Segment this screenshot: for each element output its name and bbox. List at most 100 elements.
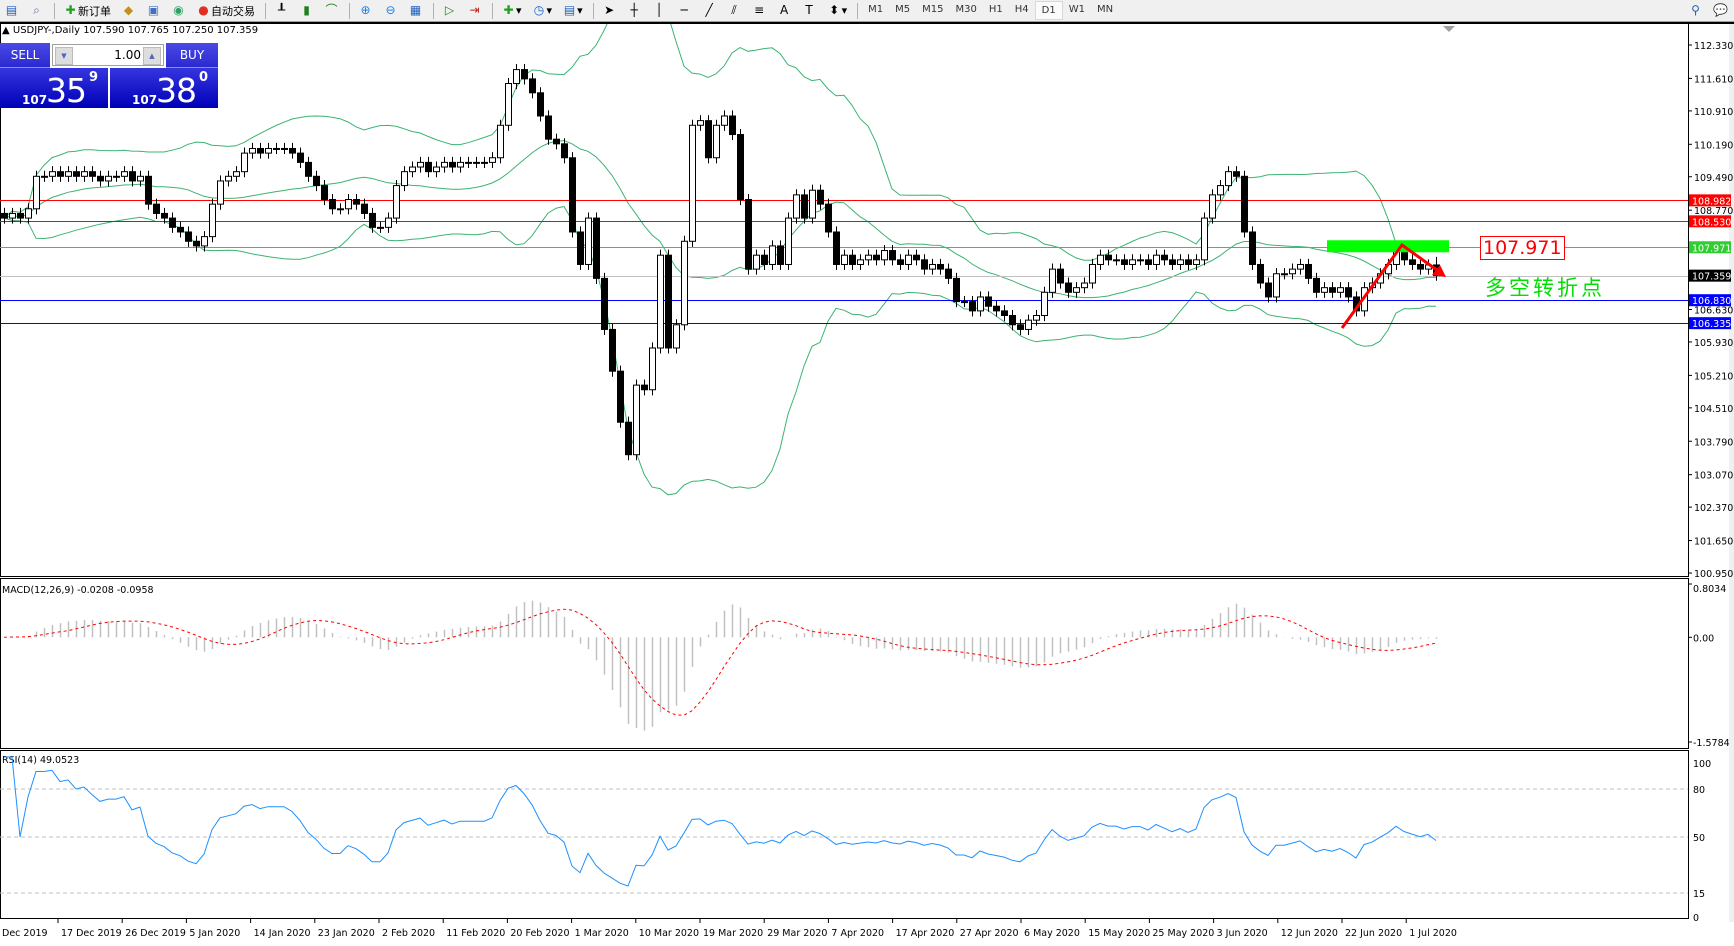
zoom-out-button[interactable]: ⊖ — [379, 1, 402, 20]
candle — [753, 249, 760, 275]
candle-body — [313, 175, 320, 187]
line-chart-button[interactable]: ⌒ — [320, 1, 343, 20]
search-button[interactable]: ⚲ — [1684, 1, 1707, 20]
chat-button[interactable]: 💬 — [1709, 1, 1732, 20]
level-price-label: 108.530 — [1692, 217, 1731, 228]
candle-body — [1409, 259, 1416, 265]
candle-body — [641, 384, 648, 391]
candle — [721, 110, 728, 131]
text-label-button[interactable]: T — [798, 1, 821, 20]
timeframe-h1[interactable]: H1 — [988, 4, 1003, 15]
equidistant-channel-button[interactable]: ⫽ — [723, 1, 746, 20]
candle — [553, 133, 560, 150]
candle-body — [409, 166, 416, 173]
separator — [492, 2, 493, 19]
price-tick-label: 108.770 — [1694, 206, 1733, 217]
navigator-button[interactable]: ▣ — [142, 1, 165, 20]
bar-chart-button[interactable]: ┸ — [270, 1, 293, 20]
sell-price[interactable]: 107 35 9 — [0, 68, 108, 110]
chart-shift-button[interactable]: ⇥ — [463, 1, 486, 20]
sell-price-big-figure: 107 — [22, 93, 48, 107]
cursor-button[interactable]: ➤ — [598, 1, 621, 20]
buy-price[interactable]: 107 38 0 — [110, 68, 218, 110]
candle — [425, 156, 432, 178]
text-button[interactable]: A — [773, 1, 796, 20]
candle — [465, 156, 472, 168]
candle — [817, 184, 824, 210]
sell-button[interactable]: SELL — [0, 43, 50, 68]
lot-increase-button[interactable]: ▲ — [143, 47, 161, 65]
signals-button[interactable]: ◉ — [167, 1, 190, 20]
chart-shift-marker — [1443, 26, 1455, 32]
fibonacci-button[interactable]: ≡ — [748, 1, 771, 20]
auto-trading-button[interactable]: ● 自动交易 — [192, 1, 259, 20]
date-label: 23 Jan 2020 — [317, 928, 375, 939]
timeframe-mn[interactable]: MN — [1096, 4, 1114, 15]
indicators-button[interactable]: ✚ ▾ — [497, 1, 526, 20]
price-tick-label: 110.910 — [1694, 107, 1733, 118]
crosshair-button[interactable]: ┼ — [623, 1, 646, 20]
horizontal-line-button[interactable]: ─ — [673, 1, 696, 20]
timeframe-d1[interactable]: D1 — [1034, 1, 1063, 20]
arrows-button[interactable]: ⬍ ▾ — [823, 1, 852, 20]
auto-scroll-button[interactable]: ▷ — [438, 1, 461, 20]
candle-body — [569, 157, 576, 233]
price-tick-label: 101.650 — [1694, 537, 1733, 548]
metaeditor-button[interactable]: ◆ — [117, 1, 140, 20]
candle-body — [1041, 291, 1048, 317]
crosshair-icon: ┼ — [630, 3, 638, 17]
candle-body — [1257, 263, 1264, 284]
profiles-button[interactable]: ⌕ — [25, 1, 48, 20]
timeframe-m5[interactable]: M5 — [895, 4, 911, 15]
window-edge — [1729, 22, 1734, 946]
timeframe-h4[interactable]: H4 — [1014, 4, 1029, 15]
candle — [833, 226, 840, 271]
timeframe-m1[interactable]: M1 — [868, 4, 884, 15]
candle — [25, 203, 32, 224]
annotation-price-label[interactable]: 107.971 — [1480, 236, 1565, 260]
candle-body — [401, 171, 408, 187]
annotation-text[interactable]: 多空转折点 — [1485, 276, 1605, 300]
candle-body — [785, 217, 792, 265]
timeframe-w1[interactable]: W1 — [1068, 4, 1085, 15]
candle-body — [561, 143, 568, 159]
candle-body — [1321, 287, 1328, 293]
candle-body — [1185, 259, 1192, 265]
candle-body — [177, 226, 184, 233]
date-label: 25 May 2020 — [1152, 928, 1215, 939]
zoom-in-button[interactable]: ⊕ — [354, 1, 377, 20]
candle-body — [601, 277, 608, 330]
date-label: 27 Apr 2020 — [959, 928, 1019, 939]
rsi-tick-label: 100 — [1693, 759, 1711, 770]
buy-button[interactable]: BUY — [166, 43, 218, 68]
horizontal-line-icon: ─ — [680, 3, 688, 17]
timeframe-m15[interactable]: M15 — [922, 4, 944, 15]
new-order-button[interactable]: ✚ 新订单 — [59, 1, 115, 20]
navigator-icon: ▣ — [147, 3, 160, 17]
tile-windows-button[interactable]: ▦ — [404, 1, 427, 20]
lot-size-input[interactable]: ▼ 1.00 ▲ — [52, 44, 164, 66]
candle — [153, 198, 160, 219]
candle — [1001, 305, 1008, 322]
vertical-line-button[interactable]: │ — [648, 1, 671, 20]
candle-body — [1225, 171, 1232, 187]
candle — [337, 203, 344, 215]
lot-decrease-button[interactable]: ▼ — [55, 47, 73, 65]
candle — [609, 323, 616, 377]
separator — [592, 2, 594, 19]
templates-button[interactable]: ▤ ▾ — [563, 3, 583, 17]
text-icon: A — [779, 3, 789, 17]
timeframe-m30[interactable]: M30 — [955, 4, 977, 15]
zoom-out-icon: ⊖ — [385, 3, 396, 17]
periods-button[interactable]: ◷ ▾ — [528, 1, 557, 20]
date-label: 10 Mar 2020 — [638, 928, 700, 939]
candle — [985, 291, 992, 312]
new-chart-button[interactable]: ▤ — [0, 1, 23, 20]
candle-body — [393, 185, 400, 219]
trendline-button[interactable]: ╱ — [698, 1, 721, 20]
candlestick-button[interactable]: ▮ — [295, 1, 318, 20]
candle — [881, 244, 888, 266]
candle-body — [1105, 254, 1112, 261]
candle — [1161, 249, 1168, 266]
